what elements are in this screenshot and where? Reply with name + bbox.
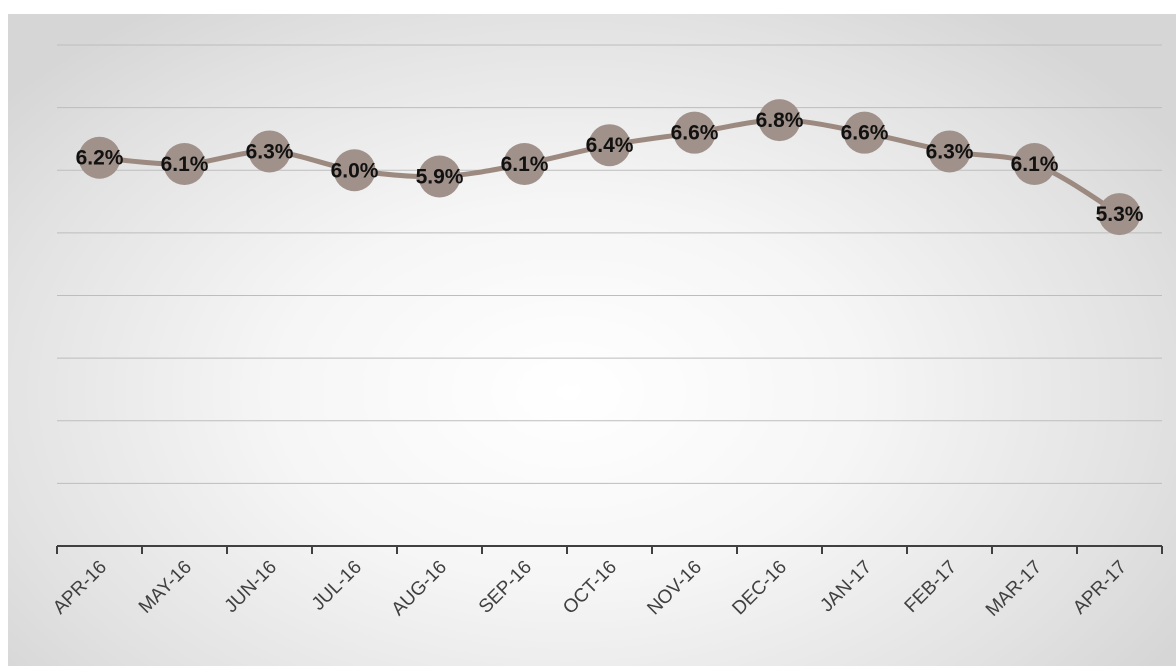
x-tick-label: MAY-16 bbox=[135, 557, 196, 618]
data-label: 6.2% bbox=[76, 147, 124, 170]
x-tick-label: NOV-16 bbox=[643, 557, 706, 620]
data-point bbox=[673, 111, 716, 154]
line-chart: 6.2% 6.1% 6.3% 6.0% 5.9% 6.1% 6.4% 6.6% 6.8% 6.6%… bbox=[49, 44, 1163, 621]
data-label: 6.1% bbox=[161, 153, 209, 176]
data-label: 6.8% bbox=[756, 109, 804, 132]
data-point bbox=[78, 136, 121, 179]
data-point bbox=[333, 149, 376, 192]
x-tick-label: AUG-16 bbox=[388, 557, 451, 620]
x-tick-label: OCT-16 bbox=[559, 557, 621, 619]
data-point bbox=[588, 124, 631, 167]
data-label: 6.4% bbox=[586, 134, 634, 157]
data-label: 6.3% bbox=[246, 140, 294, 163]
x-tick-label: JAN-17 bbox=[816, 557, 876, 617]
data-label: 6.1% bbox=[1011, 153, 1059, 176]
data-point bbox=[503, 142, 546, 185]
series-group: 6.2% 6.1% 6.3% 6.0% 5.9% 6.1% 6.4% 6.6% 6.8% 6.6%… bbox=[76, 99, 1144, 236]
chart-area: 6.2% 6.1% 6.3% 6.0% 5.9% 6.1% 6.4% 6.6% 6.8% 6.6%… bbox=[8, 14, 1176, 666]
x-tick-label: JUN-16 bbox=[221, 557, 281, 617]
data-point bbox=[928, 130, 971, 173]
gridlines bbox=[57, 44, 1162, 484]
data-label: 5.9% bbox=[416, 166, 464, 189]
data-point bbox=[843, 111, 886, 154]
data-label: 6.1% bbox=[501, 153, 549, 176]
x-tick-label: JUL-16 bbox=[308, 557, 366, 615]
x-axis bbox=[56, 545, 1163, 554]
data-label: 6.0% bbox=[331, 159, 379, 182]
x-tick-label: SEP-16 bbox=[475, 557, 536, 618]
x-tick-label: DEC-16 bbox=[728, 557, 791, 620]
x-tick-label: FEB-17 bbox=[901, 557, 961, 617]
data-point bbox=[248, 130, 291, 173]
x-tick-labels: APR-16 MAY-16 JUN-16 JUL-16 AUG-16 SEP-16 OCT-… bbox=[49, 557, 1131, 621]
data-point bbox=[1013, 142, 1056, 185]
data-label: 5.3% bbox=[1096, 203, 1144, 226]
x-tick-label: MAR-17 bbox=[982, 557, 1046, 621]
data-point bbox=[758, 99, 801, 142]
data-label: 6.3% bbox=[926, 140, 974, 163]
data-label: 6.6% bbox=[671, 122, 719, 145]
data-point bbox=[1098, 193, 1141, 236]
x-tick-label: APR-17 bbox=[1069, 557, 1131, 619]
data-point bbox=[163, 142, 206, 185]
data-label: 6.6% bbox=[841, 122, 889, 145]
data-point bbox=[418, 155, 461, 198]
x-tick-label: APR-16 bbox=[49, 557, 111, 619]
